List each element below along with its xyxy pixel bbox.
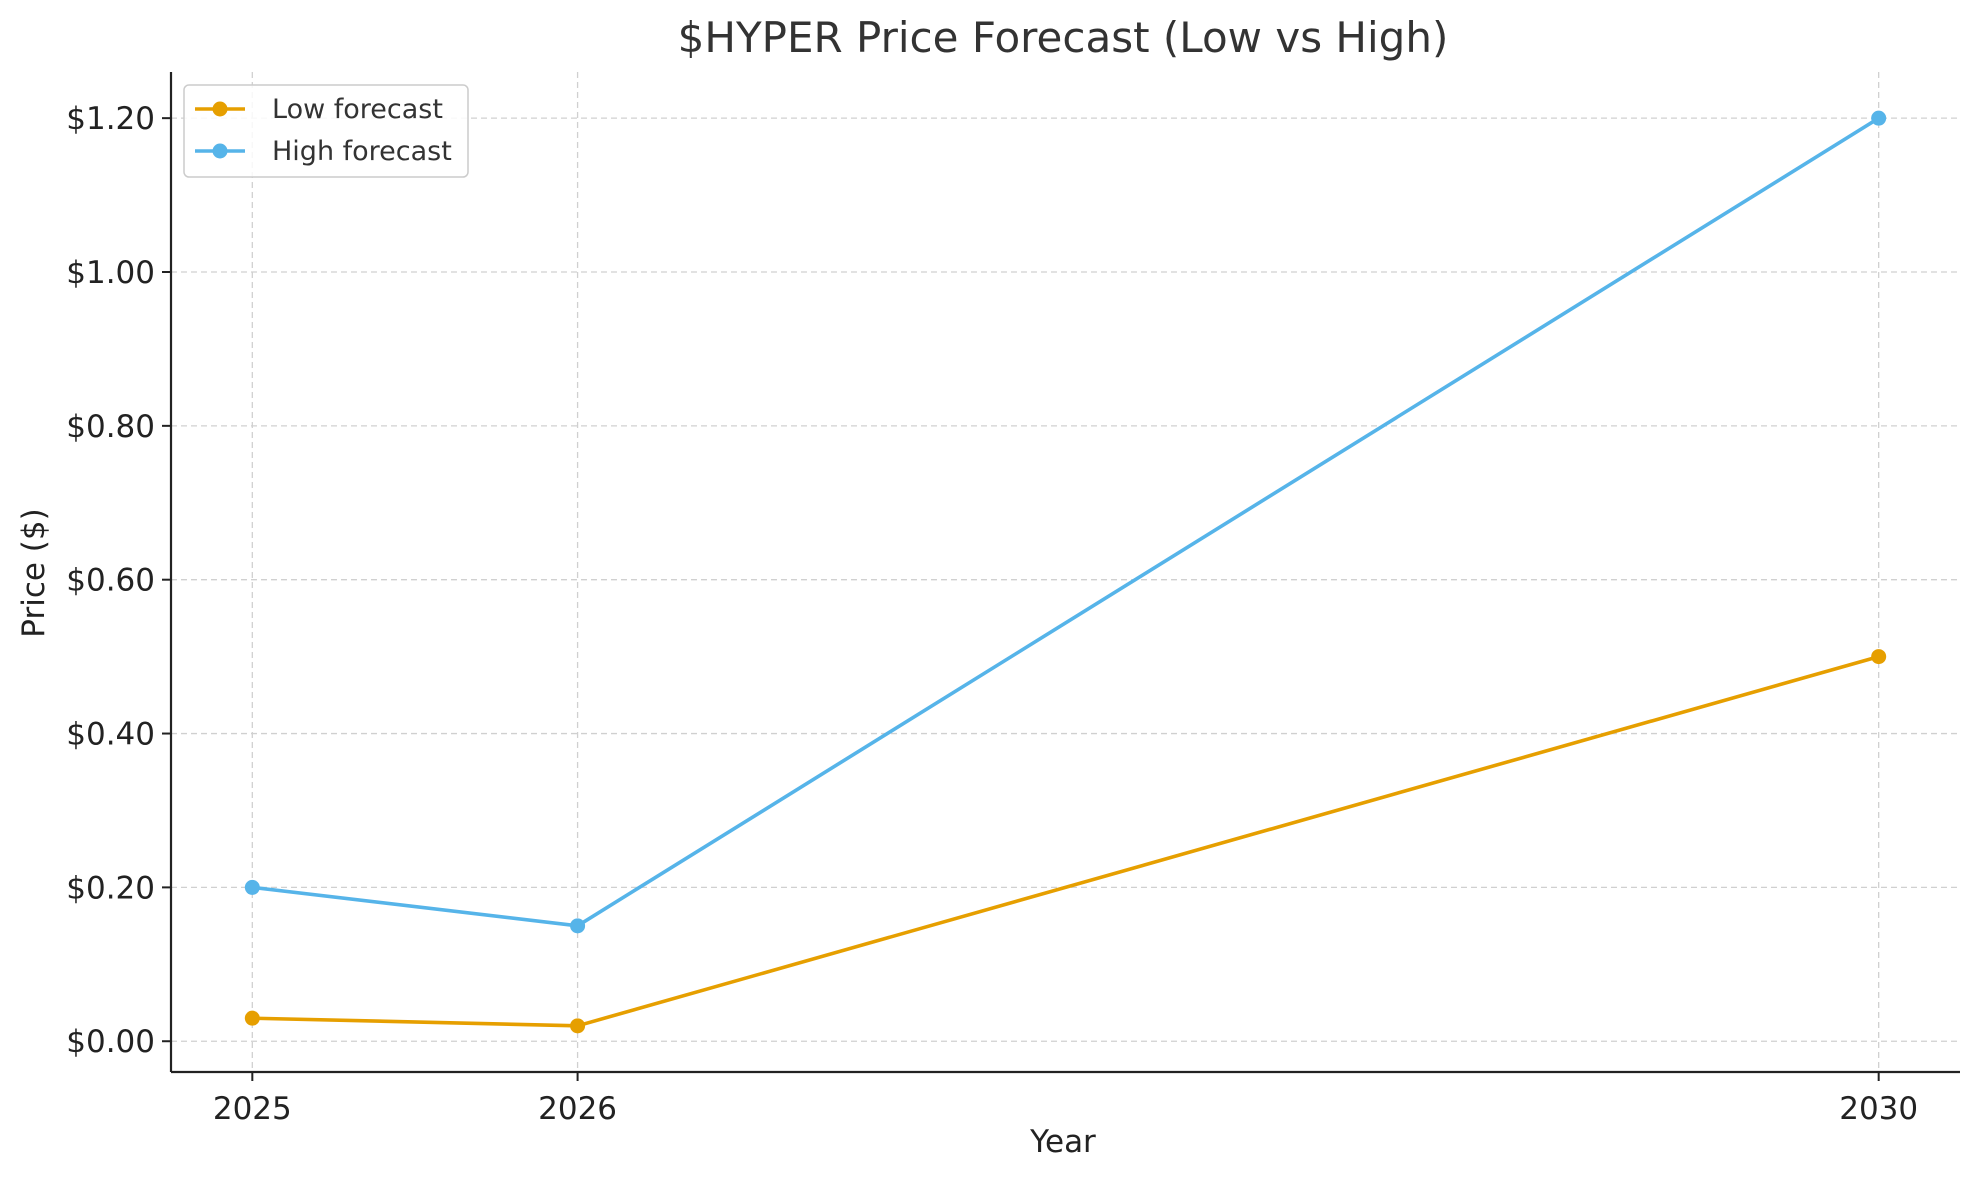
- legend-marker: [212, 143, 228, 159]
- y-tick-label: $0.00: [66, 1024, 155, 1060]
- ticks-layer: $0.00 $0.20 $0.40 $0.60 $0.80 $1.00 $1.20 2025 2…: [66, 101, 1918, 1127]
- x-axis-label: Year: [1029, 1124, 1096, 1160]
- legend-marker: [212, 101, 228, 117]
- legend-label: High forecast: [272, 136, 452, 167]
- y-tick-label: $0.80: [66, 409, 155, 445]
- data-point: [570, 918, 586, 934]
- series-layer: [244, 110, 1887, 1034]
- y-axis-label: Price ($): [16, 508, 52, 637]
- series-line-1: [250, 116, 1881, 928]
- data-point: [244, 1010, 260, 1026]
- y-tick-label: $0.60: [66, 563, 155, 599]
- axes-layer: [169, 72, 1960, 1074]
- legend: Low forecast High forecast: [183, 84, 469, 178]
- series-line-0: [250, 654, 1881, 1028]
- data-point: [1871, 110, 1887, 126]
- legend-box: [183, 84, 469, 178]
- y-tick-label: $0.40: [66, 717, 155, 753]
- chart-title: $HYPER Price Forecast (Low vs High): [678, 13, 1449, 62]
- data-point: [244, 879, 260, 895]
- y-tick-label: $1.00: [66, 255, 155, 291]
- grid-layer: [171, 72, 1960, 1072]
- legend-label: Low forecast: [272, 94, 443, 125]
- data-point: [570, 1018, 586, 1034]
- x-tick-label: 2030: [1839, 1091, 1918, 1127]
- y-tick-label: $0.20: [66, 870, 155, 906]
- x-tick-label: 2025: [213, 1091, 292, 1127]
- data-point: [1871, 649, 1887, 665]
- x-tick-label: 2026: [538, 1091, 617, 1127]
- y-tick-label: $1.20: [66, 101, 155, 137]
